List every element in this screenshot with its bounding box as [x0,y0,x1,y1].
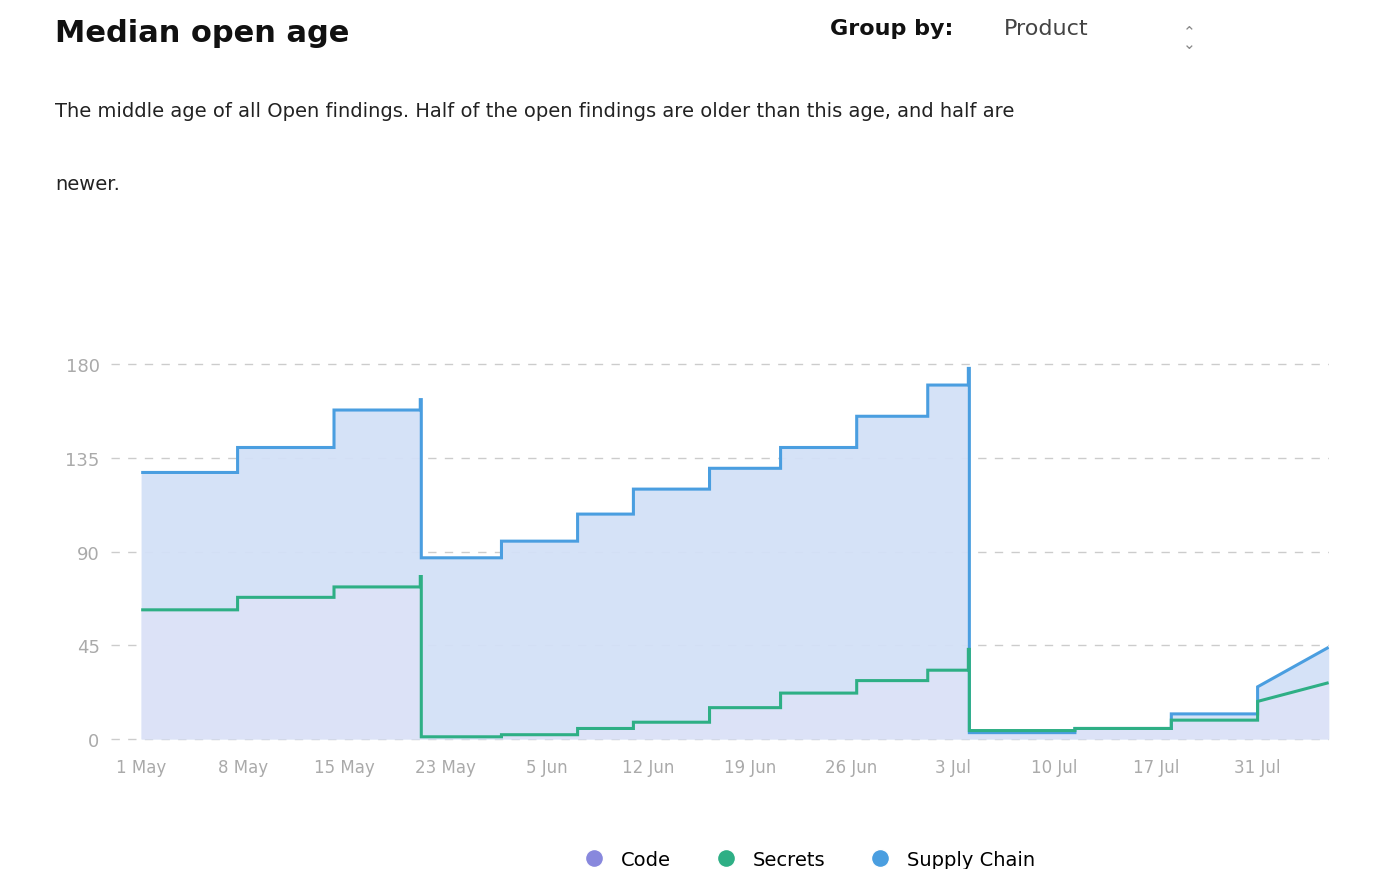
Text: ⌃
⌄: ⌃ ⌄ [1183,24,1196,52]
Text: Product: Product [1003,19,1088,39]
Text: newer.: newer. [55,176,120,194]
Text: The middle age of all Open findings. Half of the open findings are older than th: The middle age of all Open findings. Hal… [55,103,1014,121]
Legend: Code, Secrets, Supply Chain: Code, Secrets, Supply Chain [567,842,1044,869]
Text: Median open age: Median open age [55,19,350,49]
Text: Group by:: Group by: [830,19,954,39]
